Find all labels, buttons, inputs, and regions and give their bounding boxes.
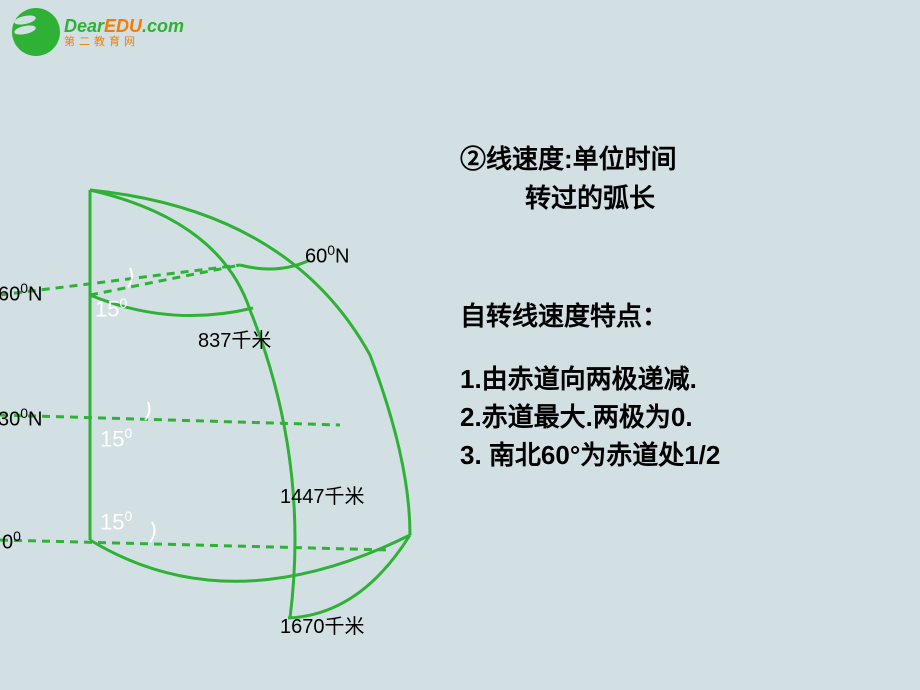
logo-text: DearEDU.com 第二教育网 <box>64 17 184 48</box>
logo-com: .com <box>142 16 184 36</box>
title-line-1: ②线速度:单位时间 <box>460 140 900 179</box>
logo-dear: Dear <box>64 16 104 36</box>
logo-edu: EDU <box>104 16 142 36</box>
angle-15-2: 150 <box>100 425 132 452</box>
title-line-2: 转过的弧长 <box>460 179 900 218</box>
label-1447: 1447千米 <box>280 480 365 509</box>
logo: DearEDU.com 第二教育网 <box>12 8 184 56</box>
label-837: 837千米 <box>198 324 271 353</box>
logo-circle-icon <box>12 8 60 56</box>
logo-subtitle: 第二教育网 <box>64 37 184 48</box>
subtitle: 自转线速度特点： <box>460 296 900 333</box>
point-2: 2.赤道最大.两极为0. <box>460 401 900 435</box>
label-60n-right: 600N <box>305 242 350 269</box>
label-1670: 1670千米 <box>280 610 365 639</box>
angle-15-3: 150 <box>100 508 132 535</box>
earth-rotation-diagram: 600N 600N 300N 00 837千米 1447千米 1670千米 15… <box>0 180 460 650</box>
label-60n-left: 600N <box>0 280 43 307</box>
point-1: 1.由赤道向两极递减. <box>460 363 900 397</box>
label-30n-left: 300N <box>0 405 43 432</box>
label-0: 00 <box>2 528 21 555</box>
angle-15-1: 150 <box>95 295 127 322</box>
point-3: 3. 南北60°为赤道处1/2 <box>460 439 900 473</box>
text-content: ②线速度:单位时间 转过的弧长 自转线速度特点： 1.由赤道向两极递减. 2.赤… <box>460 140 900 472</box>
